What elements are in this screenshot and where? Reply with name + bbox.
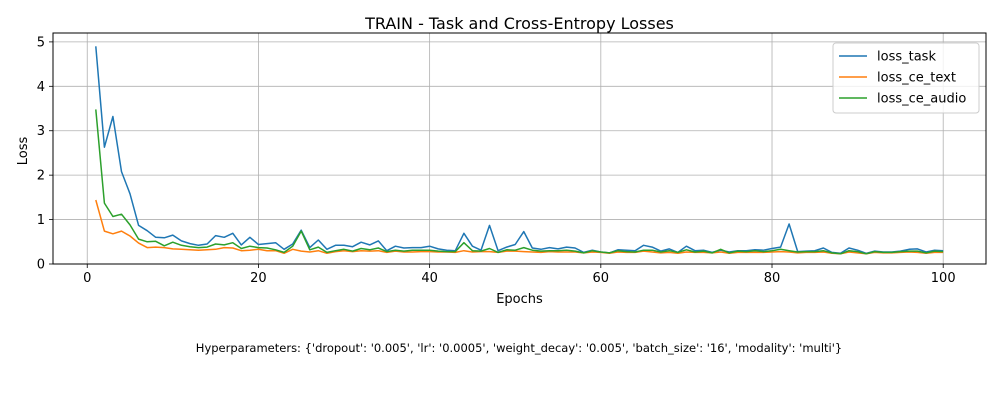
hyperparameters-footnote: Hyperparameters: {'dropout': '0.005', 'l… [195,341,843,355]
legend: loss_task loss_ce_text loss_ce_audio [832,42,980,114]
x-tick-label-3: 60 [593,271,610,286]
series-line-loss-ce-text [95,199,944,255]
series-lines [95,46,944,255]
x-tick-label-0: 0 [83,271,91,286]
y-tick-label-2: 2 [37,169,45,184]
legend-label-loss-ce-text: loss_ce_text [877,71,956,86]
x-tick-label-1: 20 [250,271,267,286]
legend-label-loss-ce-audio: loss_ce_audio [877,92,966,107]
series-line-loss-ce-audio [95,109,944,255]
y-tick-label-4: 4 [37,80,45,95]
chart-title: TRAIN - Task and Cross-Entropy Losses [364,14,674,33]
legend-label-loss-task: loss_task [877,50,936,65]
y-tick-label-1: 1 [37,213,45,228]
plot-frame [52,32,987,265]
x-axis-label: Epochs [496,292,543,307]
x-tick-label-4: 80 [764,271,781,286]
legend-box [832,42,980,114]
x-axis: 0 20 40 60 80 100 [83,264,956,286]
y-axis-label: Loss [16,137,31,166]
x-tick-label-5: 100 [931,271,956,286]
y-tick-label-5: 5 [37,35,45,50]
x-tick-label-2: 40 [421,271,438,286]
series-line-loss-task [95,46,944,255]
y-axis: 0 1 2 3 4 5 [37,35,53,273]
y-tick-label-3: 3 [37,124,45,139]
y-tick-label-0: 0 [37,258,45,273]
